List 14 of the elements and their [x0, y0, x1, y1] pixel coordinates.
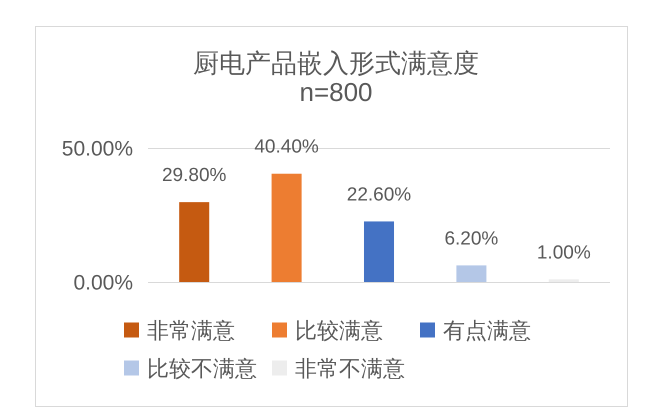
legend-label: 有点满意 [443, 318, 531, 343]
legend-label: 非常满意 [147, 318, 235, 343]
data-label: 22.60% [346, 184, 412, 206]
title: 厨电产品嵌入形式满意度 [193, 48, 479, 78]
subtitle: n=800 [299, 77, 373, 107]
tick-label: 50.00% [62, 138, 133, 160]
tick-label: 0.00% [73, 272, 133, 294]
legend-label: 比较满意 [295, 318, 383, 343]
legend-label: 比较不满意 [147, 356, 257, 381]
legend-label: 非常不满意 [295, 356, 405, 381]
data-label: 1.00% [536, 242, 591, 264]
data-label: 40.40% [254, 136, 319, 158]
data-label: 29.80% [162, 165, 226, 186]
data-label: 6.20% [444, 228, 498, 250]
